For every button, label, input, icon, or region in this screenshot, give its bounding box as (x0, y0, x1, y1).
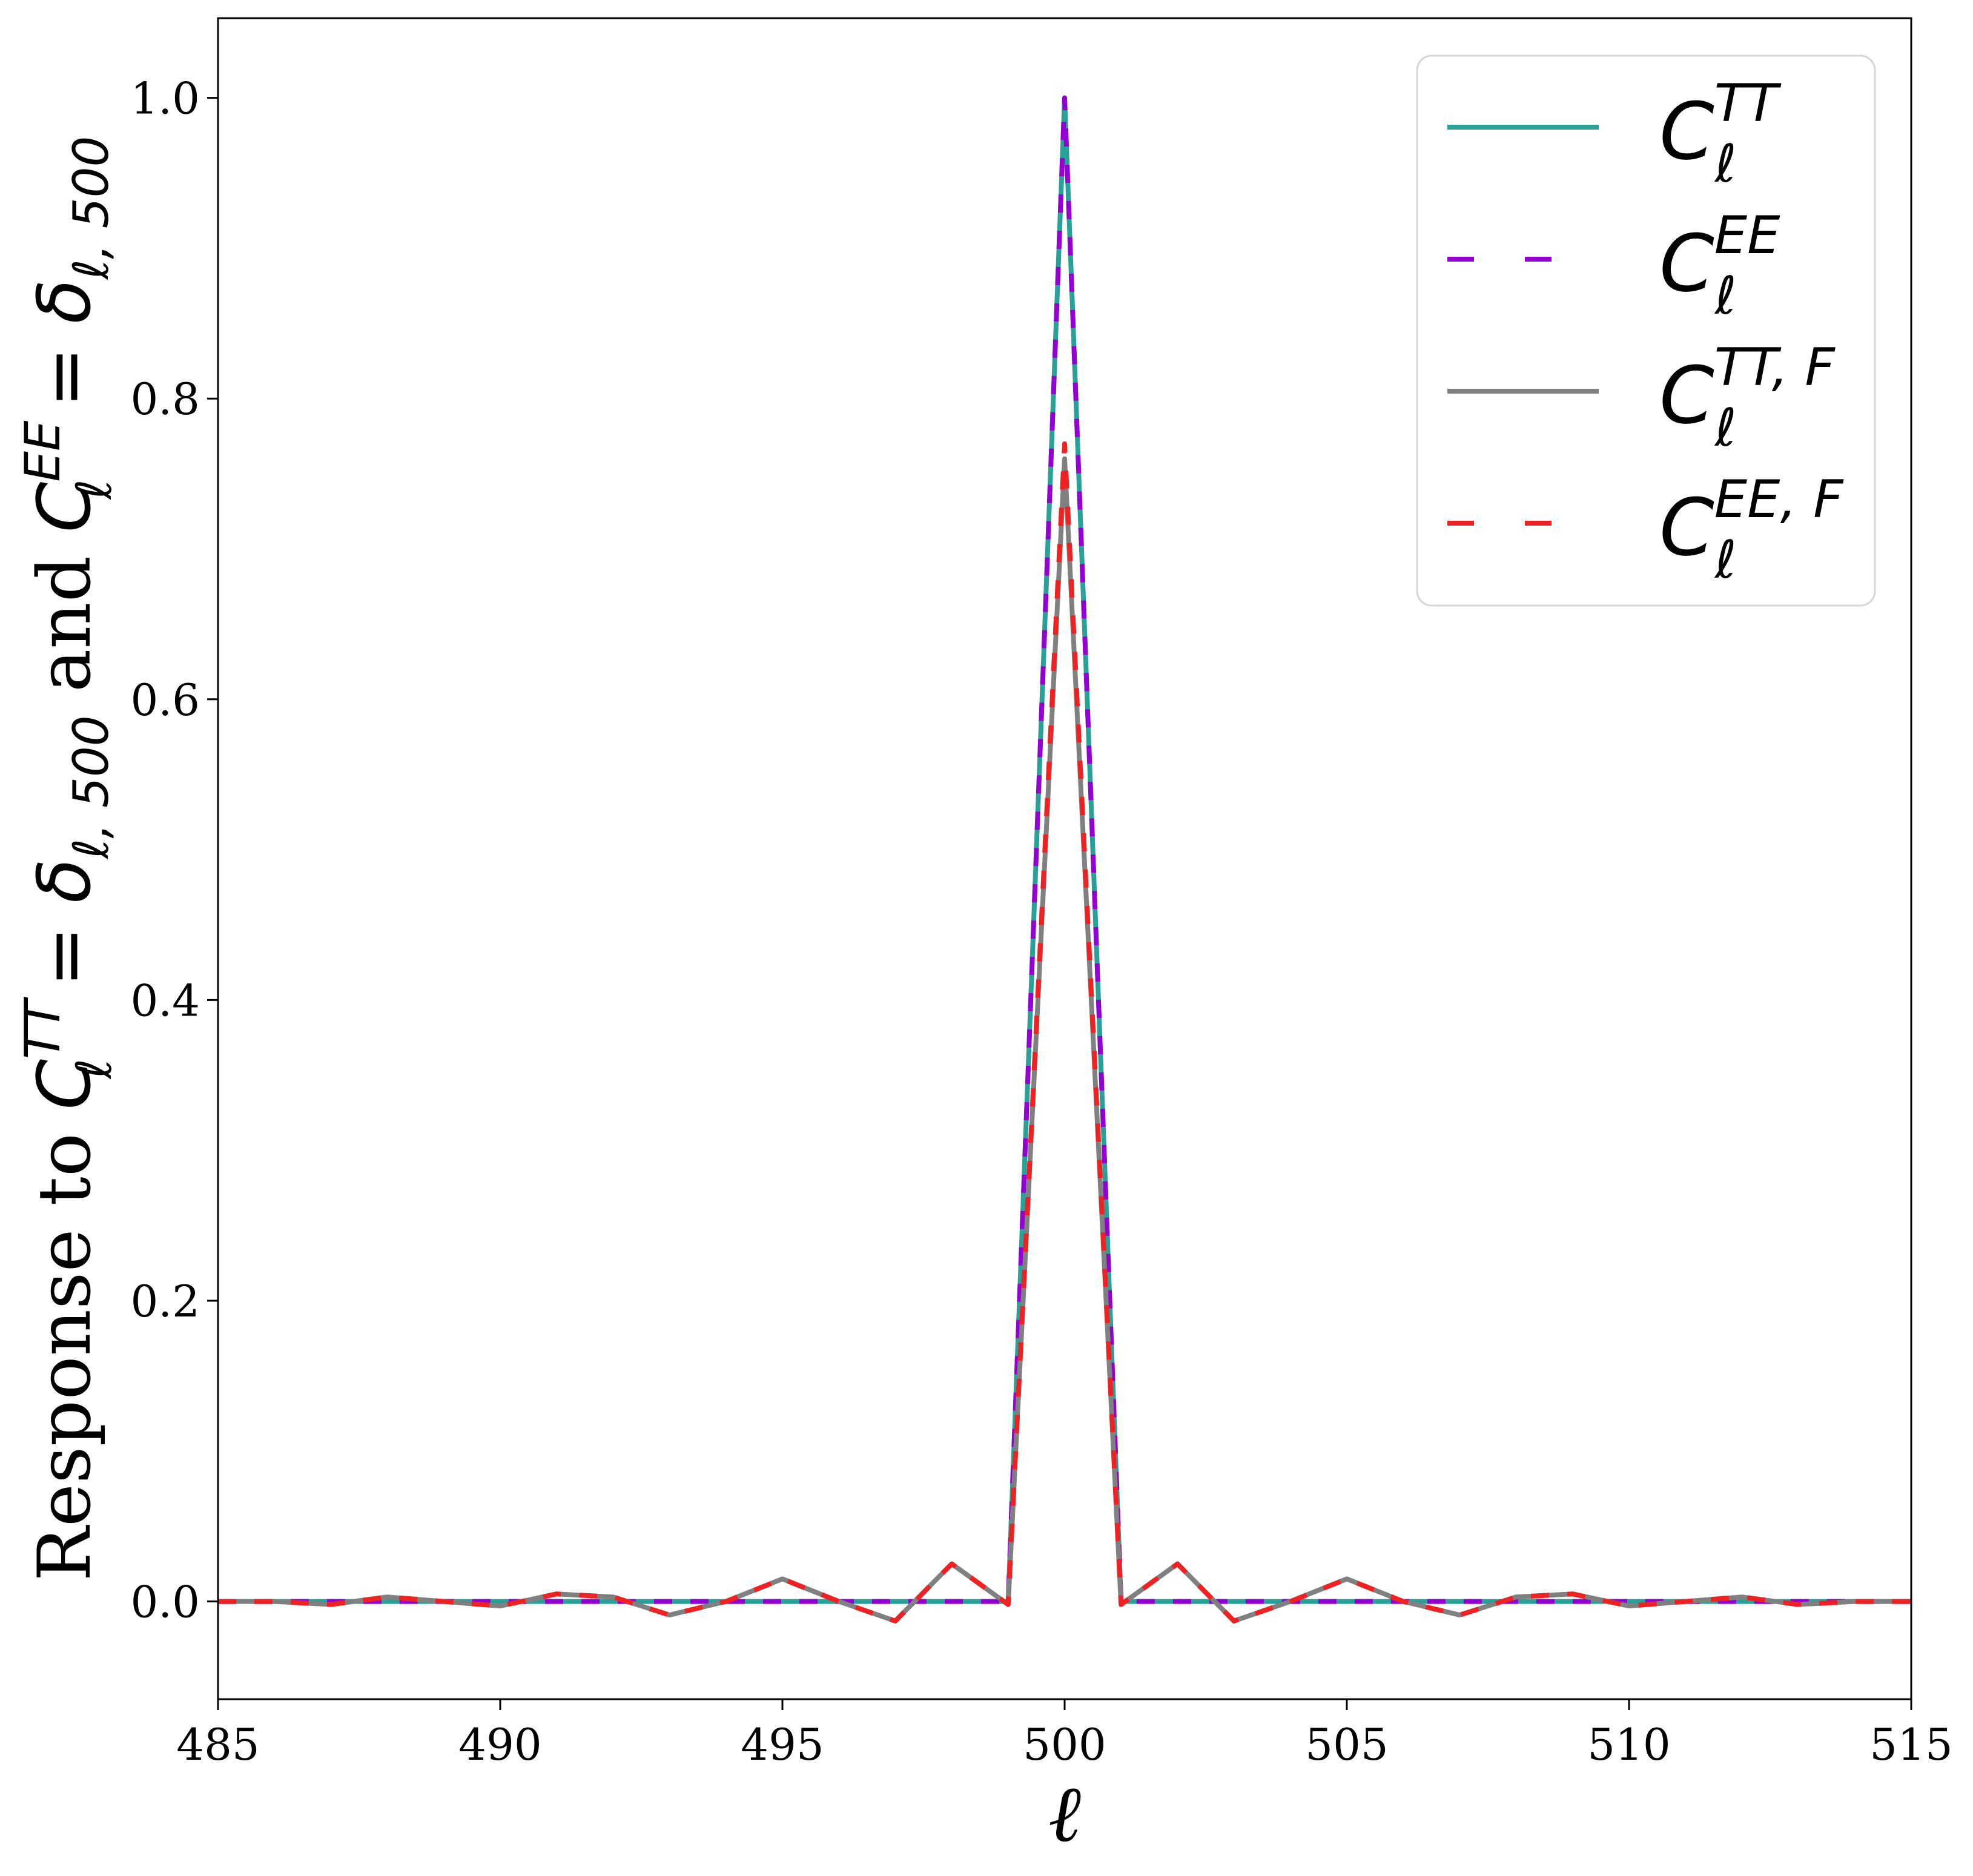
legend-label-sup: TT (1714, 73, 1782, 134)
y-tick-label: 0.8 (130, 374, 200, 424)
legend-label: CTT ℓ (1659, 73, 1782, 194)
legend-label-symbol: C (1659, 85, 1714, 177)
legend-label-symbol: C (1659, 217, 1714, 309)
legend-label-symbol: C (1659, 481, 1714, 573)
y-axis-title-sub1: ℓ (66, 1059, 122, 1080)
legend-box (1416, 54, 1876, 607)
legend-label-sup: EE, F (1714, 469, 1844, 530)
y-axis-title-delta-sub1: ℓ, 500 (63, 715, 119, 860)
y-tick-label: 0.4 (130, 975, 200, 1026)
y-axis-title-sym2: C (23, 481, 107, 532)
y-axis-title-eq2: = δ (23, 279, 107, 431)
y-tick-label: 0.6 (130, 675, 200, 725)
y-axis-title-sub2: ℓ (66, 479, 122, 500)
x-axis-ticks: 485 490 495 500 505 510 515 (176, 1699, 1953, 1770)
y-tick-label: 0.2 (130, 1276, 200, 1327)
legend-label-sub: ℓ (1714, 530, 1737, 590)
y-axis-title-prefix: Response to (23, 1110, 107, 1582)
y-axis-title-mid: and (23, 532, 107, 715)
legend-label-sup: EE (1714, 205, 1780, 266)
legend-label-sub: ℓ (1714, 398, 1737, 458)
legend-label-symbol: C (1659, 349, 1714, 441)
y-axis-title-sym1: C (23, 1059, 107, 1110)
series-layer (218, 95, 1911, 1623)
y-axis-title-delta-sub2: ℓ, 500 (63, 136, 119, 281)
legend-entry: CEE ℓ (1447, 205, 1780, 326)
y-tick-label: 1.0 (130, 73, 200, 124)
y-axis-title: Response to CTTℓ = δℓ, 500 and CEEℓ = δℓ… (15, 136, 122, 1582)
x-tick-label: 515 (1869, 1719, 1952, 1770)
x-axis-title: ℓ (1048, 1768, 1081, 1860)
y-tick-label: 0.0 (130, 1577, 200, 1628)
legend-label-sub: ℓ (1714, 266, 1737, 326)
x-tick-label: 510 (1587, 1719, 1670, 1770)
series-line-ee (218, 95, 1911, 1604)
y-axis-title-sup2: EE (15, 420, 71, 482)
legend-label: CEE ℓ (1659, 205, 1780, 326)
series-line-tt-f (218, 456, 1911, 1623)
series-line-ee-f (218, 441, 1911, 1623)
legend-label-sub: ℓ (1714, 134, 1737, 194)
x-tick-label: 490 (458, 1719, 541, 1770)
legend-label-sup: TT, F (1714, 337, 1836, 398)
legend-entry: CTT ℓ (1447, 73, 1782, 194)
x-tick-label: 500 (1023, 1719, 1106, 1770)
x-tick-label: 505 (1305, 1719, 1388, 1770)
y-axis-title-sup1: TT (15, 996, 71, 1059)
x-tick-label: 495 (741, 1719, 824, 1770)
x-tick-label: 485 (176, 1719, 259, 1770)
y-axis-ticks: 0.0 0.2 0.4 0.6 0.8 1.0 (130, 73, 218, 1628)
y-axis-title-eq1: = δ (23, 859, 107, 1010)
